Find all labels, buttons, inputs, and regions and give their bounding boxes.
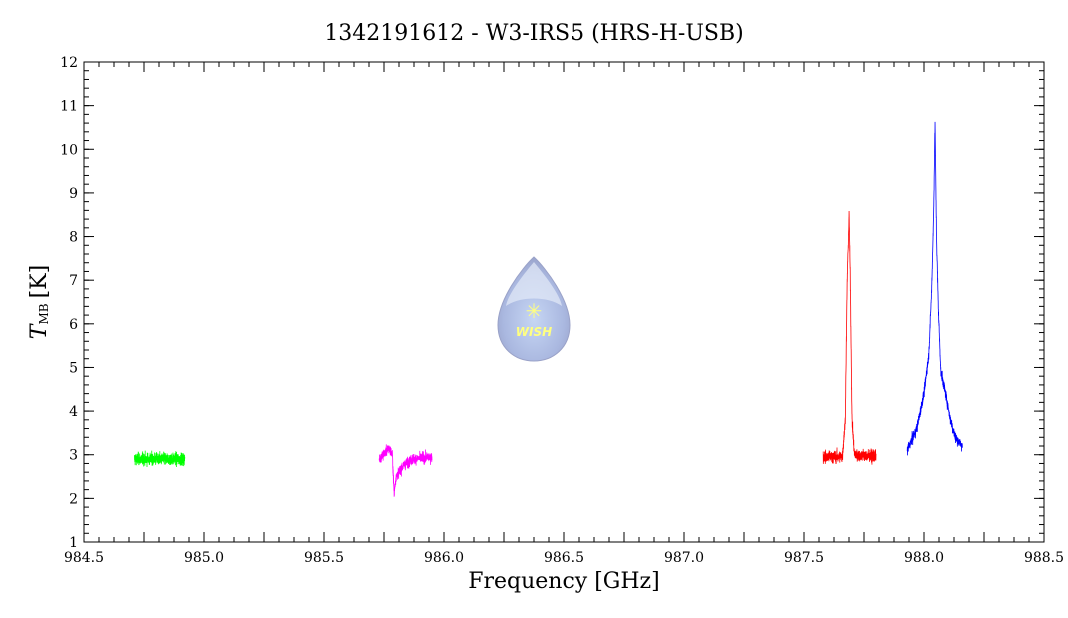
x-tick-label: 986.0 bbox=[424, 550, 464, 566]
x-tick-label: 986.5 bbox=[544, 550, 584, 566]
y-tick-label: 8 bbox=[69, 230, 78, 246]
y-tick-label: 10 bbox=[60, 142, 78, 158]
y-tick-label: 11 bbox=[60, 99, 78, 115]
y-tick-label: 9 bbox=[69, 186, 78, 202]
svg-text:TMB[K]: TMB [K] bbox=[27, 265, 52, 339]
y-axis-label: TMB [K] bbox=[27, 265, 52, 339]
y-tick-label: 7 bbox=[69, 273, 78, 289]
star-icon: ✳ bbox=[526, 299, 543, 323]
logo-text: WISH bbox=[516, 325, 552, 339]
x-tick-label: 987.5 bbox=[784, 550, 824, 566]
y-tick-label: 6 bbox=[69, 317, 78, 333]
y-label-unit: [K] bbox=[27, 265, 52, 299]
x-tick-label: 985.5 bbox=[304, 550, 344, 566]
y-tick-label: 12 bbox=[60, 55, 78, 71]
series-magenta bbox=[378, 444, 433, 497]
y-tick-label: 3 bbox=[69, 448, 78, 464]
y-tick-label: 2 bbox=[69, 491, 78, 507]
series-blue bbox=[906, 121, 963, 456]
x-tick-label: 984.5 bbox=[64, 550, 104, 566]
series-green bbox=[134, 450, 186, 468]
chart-title: 1342191612 - W3-IRS5 (HRS-H-USB) bbox=[324, 21, 743, 46]
x-tick-label: 987.0 bbox=[664, 550, 704, 566]
wish-logo: ✳ WISH bbox=[497, 256, 571, 362]
x-tick-label: 988.5 bbox=[1024, 550, 1064, 566]
x-tick-label: 988.0 bbox=[904, 550, 944, 566]
y-tick-label: 1 bbox=[69, 535, 78, 551]
ticks-group: 984.5 985.0 985.5 986.0 986.5 987.0 987.5 988.0… bbox=[60, 55, 1064, 566]
x-axis-label: Frequency [GHz] bbox=[468, 569, 660, 594]
y-label-sub: MB bbox=[37, 303, 51, 324]
y-tick-label: 4 bbox=[69, 404, 78, 420]
y-tick-label: 5 bbox=[69, 360, 78, 376]
y-label-main: T bbox=[27, 322, 52, 339]
series-group bbox=[134, 121, 963, 497]
x-tick-label: 985.0 bbox=[184, 550, 224, 566]
series-red bbox=[822, 210, 877, 465]
